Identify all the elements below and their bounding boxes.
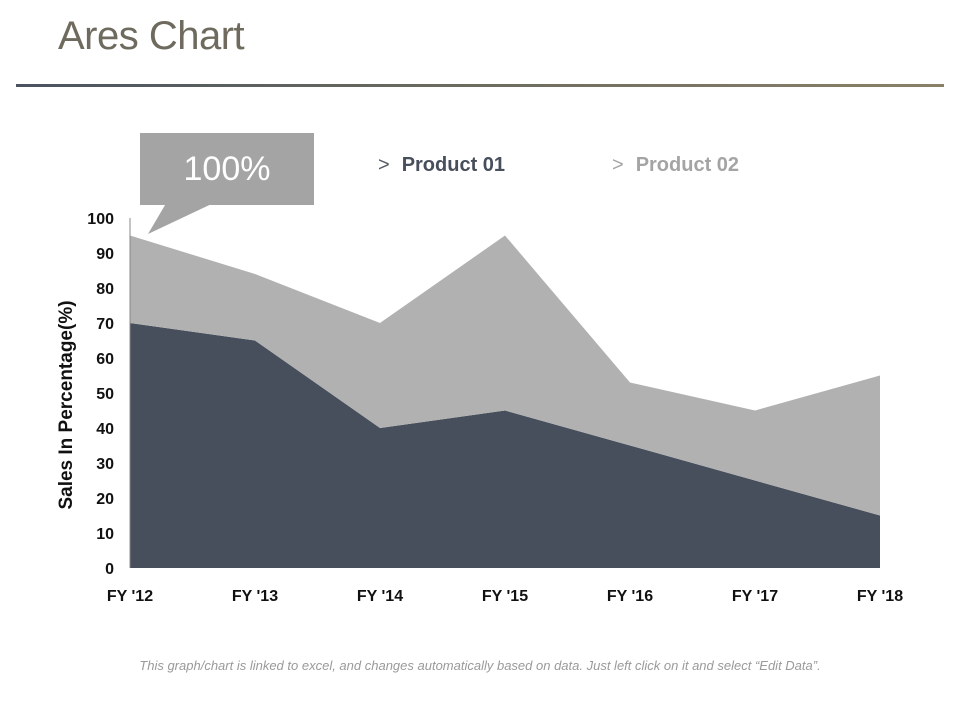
chevron-right-icon: > — [378, 154, 390, 176]
y-tick-label: 0 — [105, 561, 114, 578]
legend-label-product-02: Product 02 — [635, 154, 740, 176]
area-series-group — [130, 235, 880, 568]
y-tick-label: 20 — [96, 491, 114, 508]
y-axis-ticks: 0 10 20 30 40 50 60 70 80 90 100 — [87, 211, 114, 578]
x-tick-label: FY '18 — [857, 588, 903, 605]
x-tick-label: FY '16 — [607, 588, 653, 605]
y-tick-label: 100 — [87, 211, 114, 228]
legend-label-product-01: Product 01 — [401, 154, 506, 176]
y-axis-label: Sales In Percentage(%) — [56, 300, 77, 509]
page-title: Ares Chart — [58, 14, 245, 58]
y-tick-label: 30 — [96, 456, 114, 473]
legend-item-product-02[interactable]: > Product 02 — [612, 154, 739, 177]
x-tick-label: FY '15 — [482, 588, 528, 605]
legend-item-product-01[interactable]: > Product 01 — [378, 154, 505, 177]
y-tick-label: 60 — [96, 351, 114, 368]
x-axis-ticks: FY '12 FY '13 FY '14 FY '15 FY '16 FY '17 FY '… — [107, 588, 903, 605]
x-tick-label: FY '14 — [357, 588, 403, 605]
chevron-right-icon: > — [612, 154, 624, 176]
title-divider — [16, 84, 944, 87]
footer-note: This graph/chart is linked to excel, and… — [139, 658, 821, 673]
y-tick-label: 10 — [96, 526, 114, 543]
y-tick-label: 90 — [96, 246, 114, 263]
x-tick-label: FY '12 — [107, 588, 153, 605]
y-tick-label: 50 — [96, 386, 114, 403]
area-series-product-02[interactable] — [130, 235, 880, 516]
x-tick-label: FY '13 — [232, 588, 278, 605]
y-tick-label: 40 — [96, 421, 114, 438]
y-tick-label: 80 — [96, 281, 114, 298]
percentage-callout: 100% — [140, 133, 314, 205]
callout-value: 100% — [183, 149, 271, 188]
y-tick-label: 70 — [96, 316, 114, 333]
x-tick-label: FY '17 — [732, 588, 778, 605]
